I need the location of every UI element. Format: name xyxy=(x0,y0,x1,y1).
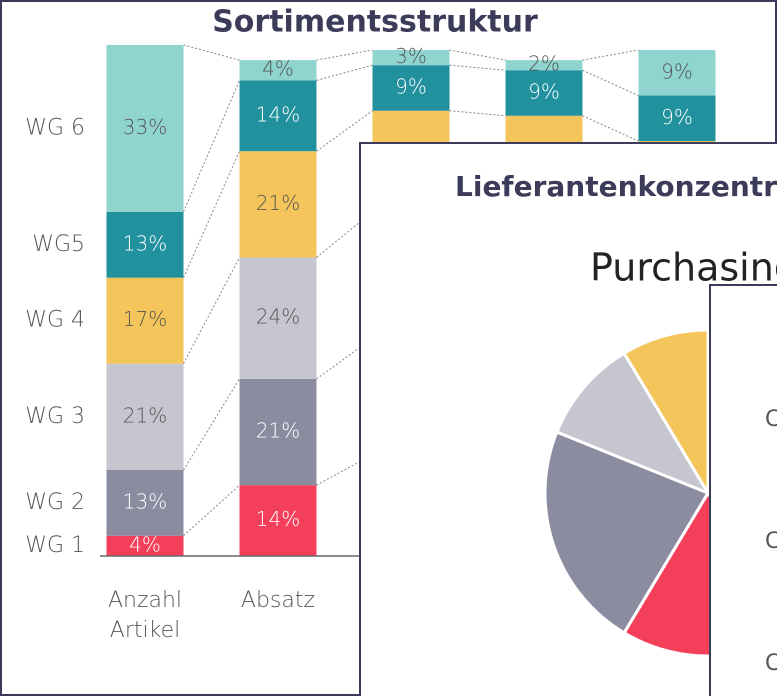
bar-segment xyxy=(372,65,450,111)
connector xyxy=(183,257,240,364)
connector xyxy=(183,378,240,471)
bar-segment xyxy=(106,535,184,556)
value-label: 9% xyxy=(661,105,693,129)
value-label: 14% xyxy=(256,507,300,531)
bar-segment xyxy=(372,50,450,66)
value-label: 9% xyxy=(395,74,427,98)
bar-segment xyxy=(239,151,317,258)
value-label: 9% xyxy=(528,80,560,104)
connector xyxy=(449,49,506,61)
value-label: 17% xyxy=(123,307,167,331)
pie-title: Purchasing xyxy=(590,246,777,290)
bar-segment xyxy=(106,211,184,278)
connector xyxy=(582,49,639,61)
value-label: 21% xyxy=(256,191,300,215)
value-label: 13% xyxy=(123,489,167,513)
side-labels: C C C xyxy=(765,407,777,676)
side-label: C xyxy=(765,407,777,432)
side-label: C xyxy=(765,529,777,554)
connector xyxy=(316,64,373,81)
connector xyxy=(316,49,373,61)
value-label: 21% xyxy=(256,419,300,443)
value-label: 21% xyxy=(123,403,167,427)
bar-segment xyxy=(239,257,317,379)
x-tick-label: Absatz xyxy=(240,588,316,613)
pie-slice xyxy=(543,430,711,635)
bar-segment xyxy=(106,469,184,536)
legend-label: WG 3 xyxy=(25,404,85,429)
bar-segment xyxy=(106,277,184,364)
connector xyxy=(183,44,240,61)
connector xyxy=(183,484,240,537)
value-label: 4% xyxy=(262,57,294,81)
bar-segment xyxy=(239,80,317,152)
connector xyxy=(316,110,373,152)
pie-slice xyxy=(554,351,712,497)
bar-segment xyxy=(239,485,317,556)
side-label: C xyxy=(765,651,777,676)
value-label: 24% xyxy=(256,305,300,329)
legend-label: WG 1 xyxy=(25,533,85,558)
bar-segment xyxy=(638,95,716,142)
chart-title: Sortimentsstruktur xyxy=(212,5,538,40)
legend-label: WG 2 xyxy=(25,490,85,515)
bar-segment xyxy=(505,60,583,71)
bar-segment xyxy=(106,363,184,470)
legend-label: WG 6 xyxy=(25,115,85,140)
bar-segment xyxy=(505,70,583,116)
panel-title: Lieferantenkonzentration xyxy=(455,170,777,203)
value-label: 13% xyxy=(123,231,167,255)
bar-segment xyxy=(638,50,716,96)
bar-segment xyxy=(239,60,317,81)
legend-label: WG5 xyxy=(32,232,85,257)
value-label: 3% xyxy=(395,44,427,68)
value-label: 33% xyxy=(123,115,167,139)
value-label: 2% xyxy=(528,52,560,76)
value-label: 9% xyxy=(661,59,693,83)
connector xyxy=(449,64,506,71)
value-label: 14% xyxy=(256,102,300,126)
value-label: 4% xyxy=(129,532,161,556)
x-tick-label: Anzahl Artikel xyxy=(107,588,183,643)
overlay-panel-2 xyxy=(709,284,777,696)
legend-label: WG 4 xyxy=(25,308,85,333)
pie-slice xyxy=(622,328,710,499)
connector xyxy=(183,150,240,278)
connector xyxy=(449,110,506,117)
bar-segment xyxy=(239,378,317,486)
bar-segment xyxy=(106,44,184,212)
